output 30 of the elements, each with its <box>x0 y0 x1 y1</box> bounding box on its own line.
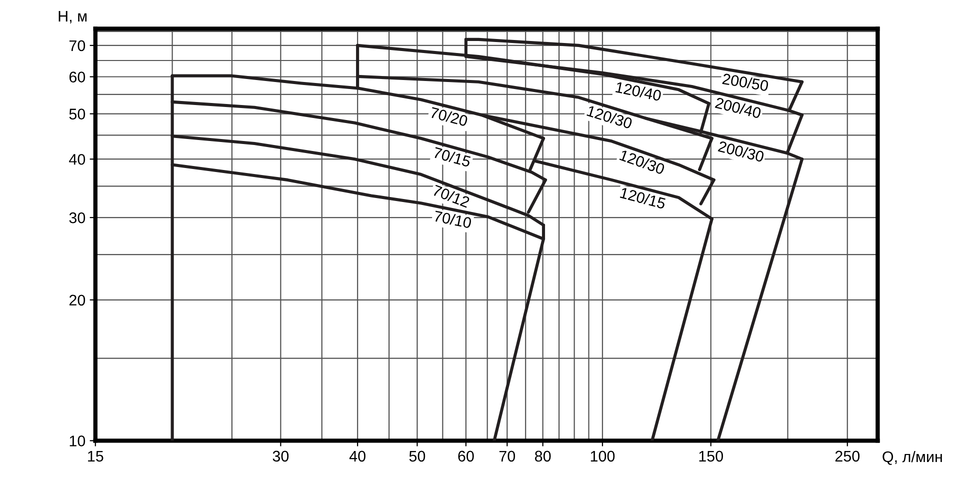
y-tick-label: 20 <box>69 294 86 306</box>
x-tick-label: 100 <box>590 450 615 462</box>
text: 200/30 <box>718 140 765 162</box>
text: 200/50 <box>722 72 769 92</box>
x-tick-label: 60 <box>458 450 474 462</box>
x-tick-label: 70 <box>499 450 516 462</box>
x-tick-label: 150 <box>699 450 723 462</box>
x-tick-label: 50 <box>409 450 426 462</box>
y-tick-label: 30 <box>69 212 86 224</box>
x-axis-title: Q, л/мин <box>882 450 942 465</box>
x-tick-label: 30 <box>272 450 289 462</box>
text: 70/20 <box>430 106 468 127</box>
x-tick-label: 80 <box>535 450 551 462</box>
text: 120/40 <box>615 81 662 102</box>
text: 120/15 <box>620 186 666 210</box>
y-tick-label: 70 <box>69 40 86 52</box>
x-tick-label: 250 <box>835 450 860 462</box>
y-tick-label: 50 <box>69 108 86 120</box>
text: 120/30 <box>619 149 666 175</box>
text: 200/40 <box>714 96 762 119</box>
y-tick-label: 10 <box>70 436 86 446</box>
x-tick-label: 15 <box>88 450 104 462</box>
x-tick-label: 40 <box>349 450 366 462</box>
y-tick-label: 60 <box>69 72 86 82</box>
text: 70/12 <box>432 184 470 208</box>
text: 70/10 <box>434 210 472 229</box>
text: 70/15 <box>432 146 472 168</box>
y-tick-label: 40 <box>69 154 86 165</box>
y-axis-title: H, м <box>58 10 87 24</box>
text: 120/30 <box>586 104 633 130</box>
